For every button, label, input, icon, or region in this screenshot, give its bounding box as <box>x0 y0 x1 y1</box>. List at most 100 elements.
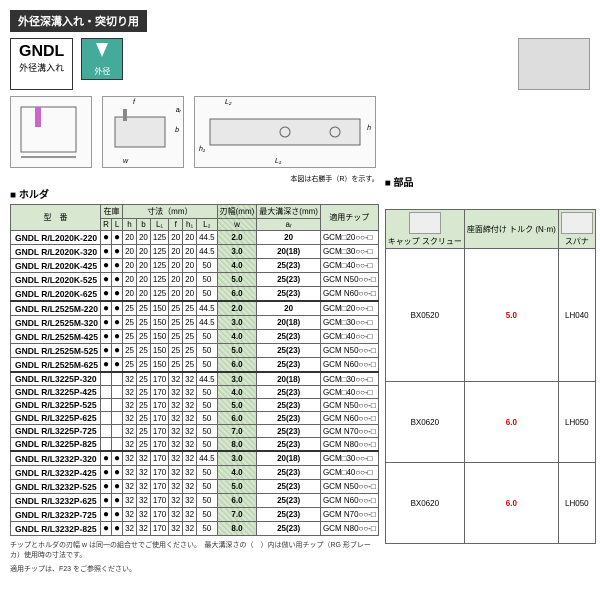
cell-spana: LH040 <box>558 249 595 382</box>
cell-h: 32 <box>123 372 137 386</box>
cell-L2: 44.5 <box>197 316 218 330</box>
th-dim: 寸法（mm） <box>123 205 218 219</box>
cell-L2: 50 <box>197 273 218 287</box>
cell-chip: GCM□30○○-□ <box>320 316 378 330</box>
cell-model: GNDL R/L2525M-220 <box>11 301 101 316</box>
cell-R: ● <box>100 480 111 494</box>
cell-L: ● <box>112 466 123 480</box>
table-row: GNDL R/L3232P-320 ● ● 32 32 170 32 32 44… <box>11 451 379 466</box>
cell-R: ● <box>100 522 111 536</box>
th-b: b <box>136 219 150 231</box>
cell-model: GNDL R/L3232P-320 <box>11 451 101 466</box>
cell-b: 32 <box>136 451 150 466</box>
cell-model: GNDL R/L3225P-320 <box>11 372 101 386</box>
cell-f: 32 <box>169 438 183 452</box>
cell-ar: 25(23) <box>257 438 321 452</box>
table-row: GNDL R/L2525M-525 ● ● 25 25 150 25 25 50… <box>11 344 379 358</box>
cell-w: 6.0 <box>217 287 257 302</box>
cell-ar: 25(23) <box>257 412 321 425</box>
cell-w: 6.0 <box>217 358 257 373</box>
cell-R: ● <box>100 466 111 480</box>
cell-chip: GCM N50○○-□ <box>320 399 378 412</box>
th-depth: 最大溝深さ(mm) <box>257 205 321 219</box>
diagram-row: f aᵣ w b L₁ L₂ h h₁ <box>10 96 590 168</box>
table-row: GNDL R/L3225P-525 32 25 170 32 32 50 5.0… <box>11 399 379 412</box>
cell-L1: 150 <box>150 316 168 330</box>
cell-h: 32 <box>123 412 137 425</box>
cell-L: ● <box>112 480 123 494</box>
cell-L: ● <box>112 273 123 287</box>
cell-b: 32 <box>136 466 150 480</box>
cell-h1: 32 <box>183 412 197 425</box>
footnote-2: 適用チップは、F23 をご参照ください。 <box>10 564 379 574</box>
product-photo <box>518 38 590 90</box>
cell-model: GNDL R/L3232P-425 <box>11 466 101 480</box>
cell-cap: BX0620 <box>385 463 464 544</box>
cell-f: 20 <box>169 231 183 245</box>
cell-R: ● <box>100 316 111 330</box>
cell-h1: 32 <box>183 451 197 466</box>
cell-L1: 150 <box>150 301 168 316</box>
th-R: R <box>100 219 111 231</box>
cell-L2: 50 <box>197 466 218 480</box>
cell-b: 20 <box>136 287 150 302</box>
cell-R: ● <box>100 494 111 508</box>
cell-ar: 25(23) <box>257 330 321 344</box>
cell-b: 25 <box>136 412 150 425</box>
cell-h1: 25 <box>183 330 197 344</box>
cell-ar: 20 <box>257 231 321 245</box>
cell-h1: 20 <box>183 287 197 302</box>
cell-w: 3.0 <box>217 245 257 259</box>
cell-f: 20 <box>169 273 183 287</box>
table-row: GNDL R/L3232P-525 ● ● 32 32 170 32 32 50… <box>11 480 379 494</box>
th-spana: スパナ <box>558 210 595 249</box>
cell-chip: GCM□20○○-□ <box>320 301 378 316</box>
cell-ar: 25(23) <box>257 425 321 438</box>
cell-f: 25 <box>169 301 183 316</box>
cell-L2: 50 <box>197 358 218 373</box>
cell-f: 25 <box>169 358 183 373</box>
cell-h1: 20 <box>183 231 197 245</box>
cell-b: 32 <box>136 494 150 508</box>
table-row: GNDL R/L2525M-320 ● ● 25 25 150 25 25 44… <box>11 316 379 330</box>
cell-model: GNDL R/L3232P-825 <box>11 522 101 536</box>
cell-chip: GCM N50○○-□ <box>320 273 378 287</box>
cell-ar: 20(18) <box>257 451 321 466</box>
cell-L2: 50 <box>197 494 218 508</box>
cell-b: 25 <box>136 372 150 386</box>
cell-L2: 50 <box>197 508 218 522</box>
wrench-icon <box>561 212 593 234</box>
cell-L: ● <box>112 358 123 373</box>
cell-L: ● <box>112 231 123 245</box>
cell-L1: 170 <box>150 438 168 452</box>
cell-h1: 25 <box>183 316 197 330</box>
cell-w: 4.0 <box>217 259 257 273</box>
cell-R <box>100 438 111 452</box>
cell-h1: 20 <box>183 259 197 273</box>
cell-chip: GCM N50○○-□ <box>320 344 378 358</box>
cell-L1: 170 <box>150 425 168 438</box>
table-row: GNDL R/L3225P-425 32 25 170 32 32 50 4.0… <box>11 386 379 399</box>
cell-w: 3.0 <box>217 372 257 386</box>
cell-w: 5.0 <box>217 273 257 287</box>
cell-h: 20 <box>123 231 137 245</box>
cell-f: 32 <box>169 508 183 522</box>
cell-h: 20 <box>123 273 137 287</box>
cell-f: 32 <box>169 372 183 386</box>
cell-chip: GCM N70○○-□ <box>320 508 378 522</box>
cell-h1: 20 <box>183 245 197 259</box>
cell-R: ● <box>100 508 111 522</box>
cell-L2: 50 <box>197 480 218 494</box>
cell-h: 25 <box>123 330 137 344</box>
cell-L <box>112 372 123 386</box>
cell-ar: 20(18) <box>257 245 321 259</box>
cell-w: 3.0 <box>217 451 257 466</box>
cell-h: 32 <box>123 425 137 438</box>
cell-h: 20 <box>123 245 137 259</box>
cell-L: ● <box>112 451 123 466</box>
cell-model: GNDL R/L2020K-320 <box>11 245 101 259</box>
cell-L2: 50 <box>197 438 218 452</box>
cell-ar: 25(23) <box>257 386 321 399</box>
cell-w: 5.0 <box>217 399 257 412</box>
cell-h: 32 <box>123 451 137 466</box>
